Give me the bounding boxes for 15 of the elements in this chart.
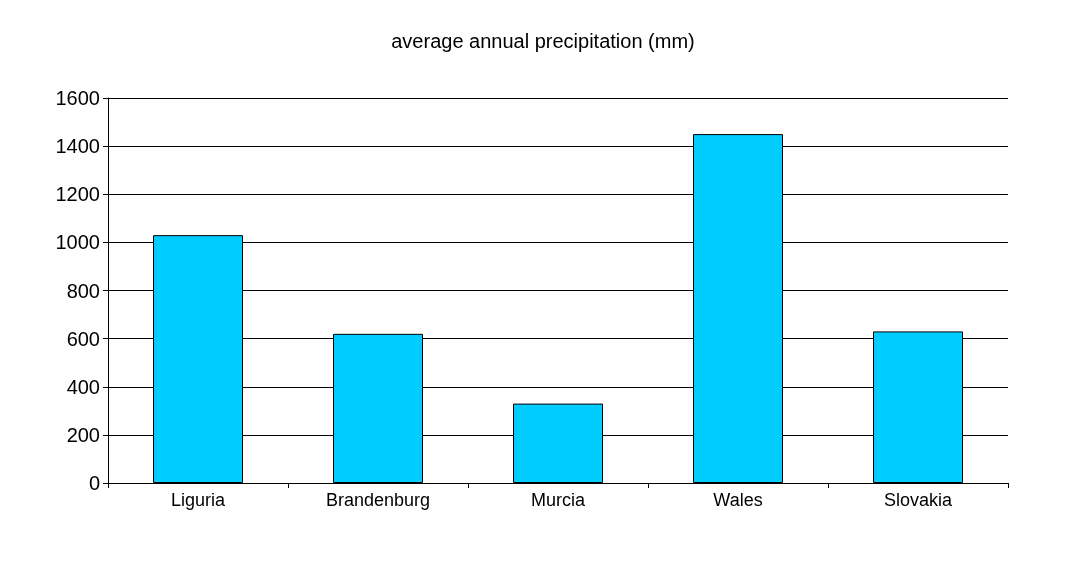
chart-title: average annual precipitation (mm) bbox=[391, 30, 695, 52]
y-tick-label: 1600 bbox=[55, 87, 100, 109]
y-tick-label: 1200 bbox=[55, 183, 100, 206]
x-tick-label: Murcia bbox=[530, 490, 586, 510]
y-tick-label: 1000 bbox=[55, 231, 100, 254]
y-tick-label: 200 bbox=[66, 423, 100, 446]
y-tick-label: 600 bbox=[66, 327, 100, 350]
x-tick-label: Brandenburg bbox=[325, 490, 431, 510]
y-tick-label: 0 bbox=[88, 472, 100, 494]
y-tick-label: 800 bbox=[66, 279, 100, 302]
x-tick-label: Liguria bbox=[170, 490, 226, 510]
x-tick-label: Wales bbox=[713, 490, 763, 510]
y-tick-label: 400 bbox=[66, 375, 100, 398]
x-tick-label: Slovakia bbox=[883, 490, 953, 510]
y-tick-label: 1400 bbox=[55, 135, 100, 158]
